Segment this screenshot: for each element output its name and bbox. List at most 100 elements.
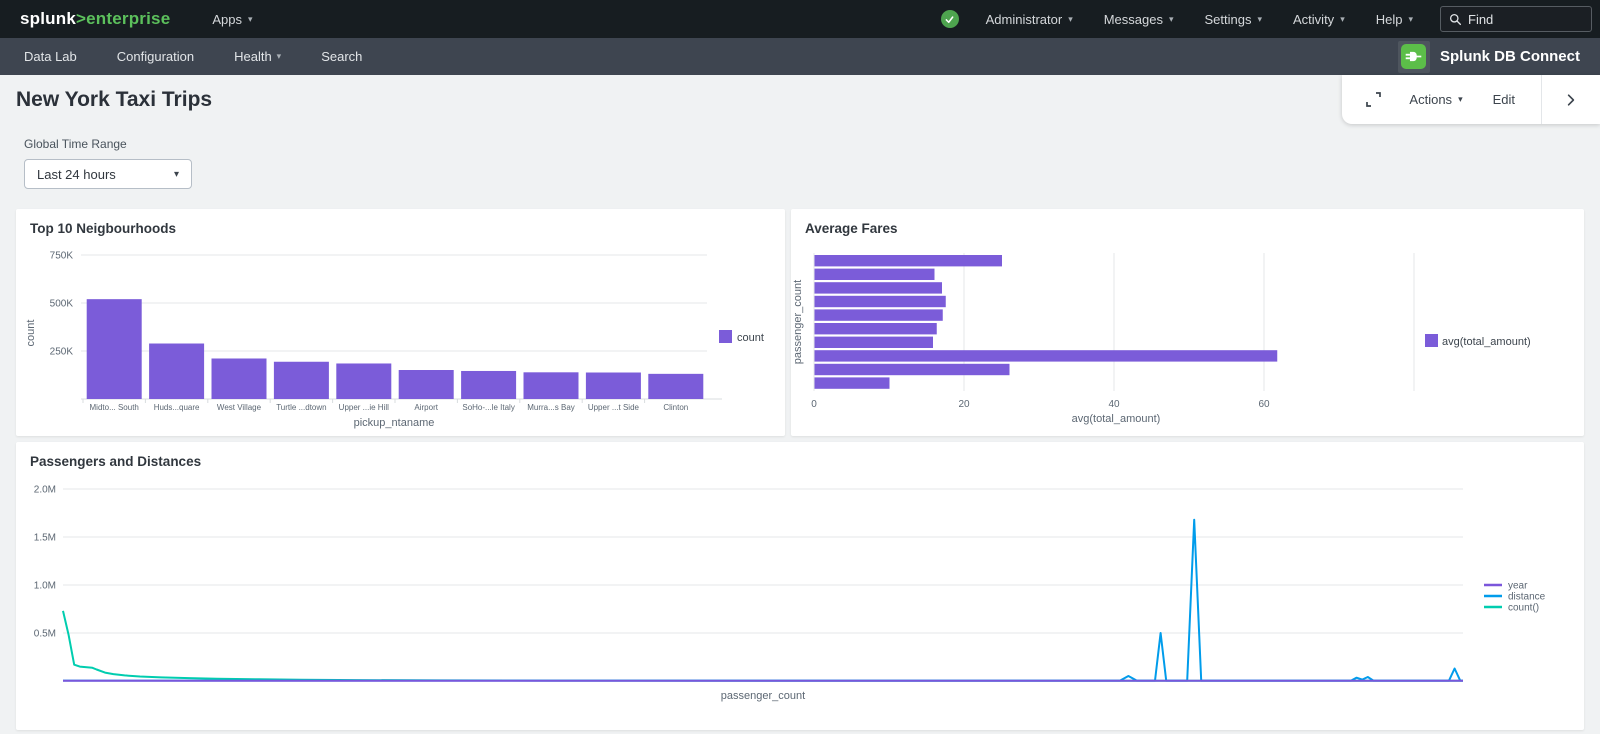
legend-swatch xyxy=(1425,334,1438,347)
x-tick-label: Upper ...t Side xyxy=(588,403,640,412)
menu-label: Activity xyxy=(1293,11,1335,27)
x-tick-label: West Village xyxy=(217,403,262,412)
average-fares-bar-chart: 0 20 40 60passenger_countavg(total_amount)a… xyxy=(792,253,1531,425)
time-range-label: Global Time Range xyxy=(24,137,127,151)
panel-average-fares: Average Fares 0 20 40 60 passenger_count avg(… xyxy=(791,209,1584,436)
topnav-menu-group: Administrator ▾ Messages ▾ Settings ▾ Activity… xyxy=(982,12,1417,27)
toolbar-divider xyxy=(1541,75,1542,124)
collapse-panel-button[interactable] xyxy=(1542,75,1600,124)
appnav-item-group: Data Lab Configuration Health ▾ Search xyxy=(24,49,402,64)
legend-label: avg(total_amount) xyxy=(1442,336,1531,348)
appnav-item-configuration[interactable]: Configuration xyxy=(117,49,194,64)
bar xyxy=(523,372,579,399)
health-status-check-icon[interactable] xyxy=(940,10,959,28)
actions-button[interactable]: Actions ▾ xyxy=(1409,92,1492,107)
x-tick-label: 0 xyxy=(811,399,817,410)
menu-label: Messages xyxy=(1103,11,1163,27)
logo-gt-text: > xyxy=(76,9,87,28)
top-nav-bar: splunk>enterprise Apps ▾ Administrator ▾ M… xyxy=(0,0,1600,38)
splunk-enterprise-logo[interactable]: splunk>enterprise xyxy=(20,9,170,29)
bar xyxy=(814,323,937,335)
bar xyxy=(814,295,946,308)
chevron-down-icon: ▾ xyxy=(1068,13,1073,24)
x-tick-label: Clinton xyxy=(663,403,688,412)
x-axis-label: avg(total_amount) xyxy=(1072,413,1161,425)
bar xyxy=(814,268,935,280)
find-input[interactable] xyxy=(1468,11,1578,27)
app-nav-bar: Data Lab Configuration Health ▾ Search Splun… xyxy=(0,38,1600,75)
time-range-value: Last 24 hours xyxy=(37,166,116,182)
bar xyxy=(461,370,517,399)
nav-item-label: Configuration xyxy=(116,49,195,64)
apps-menu-label: Apps xyxy=(212,11,242,27)
y-axis-label: count xyxy=(25,320,37,347)
topnav-menu-activity[interactable]: Activity ▾ xyxy=(1289,12,1349,27)
topnav-menu-administrator[interactable]: Administrator ▾ xyxy=(982,12,1077,27)
panel-top-neighbourhoods: Top 10 Neigbourhoods 250K 500K 750K Midto..… xyxy=(16,209,785,436)
app-title: Splunk DB Connect xyxy=(1439,48,1580,65)
bar xyxy=(814,309,943,321)
appnav-item-health[interactable]: Health ▾ xyxy=(234,49,281,64)
x-tick-label: Airport xyxy=(414,403,438,412)
bar xyxy=(211,358,267,399)
topnav-menu-messages[interactable]: Messages ▾ xyxy=(1100,12,1178,27)
bar xyxy=(398,370,454,399)
bar xyxy=(814,282,942,294)
edit-button[interactable]: Edit xyxy=(1493,92,1541,107)
page-title: New York Taxi Trips xyxy=(16,88,213,111)
y-axis-label: passenger_count xyxy=(792,280,804,364)
chart-title: Average Fares xyxy=(805,221,898,236)
search-icon xyxy=(1449,13,1462,25)
edit-button-label: Edit xyxy=(1492,92,1515,107)
nav-item-label: Health xyxy=(234,49,272,64)
line-series-count xyxy=(62,610,1463,682)
topnav-menu-help[interactable]: Help ▾ xyxy=(1372,12,1417,27)
logo-product-text: enterprise xyxy=(86,9,171,28)
topnav-menu-settings[interactable]: Settings ▾ xyxy=(1201,12,1267,27)
check-icon xyxy=(945,15,954,23)
fullscreen-button[interactable] xyxy=(1342,90,1409,109)
apps-menu[interactable]: Apps ▾ xyxy=(208,12,256,27)
chevron-down-icon: ▾ xyxy=(173,168,179,180)
time-range-dropdown[interactable]: Last 24 hours ▾ xyxy=(24,159,192,189)
appnav-item-data-lab[interactable]: Data Lab xyxy=(24,49,77,64)
find-search-box[interactable] xyxy=(1440,6,1592,32)
db-connect-app-icon-tile[interactable] xyxy=(1397,40,1430,73)
bar xyxy=(86,299,142,399)
y-tick-label: 2.0M xyxy=(34,485,56,496)
x-tick-label: 20 xyxy=(958,399,970,410)
bar xyxy=(814,350,1278,362)
x-tick-label: 40 xyxy=(1108,399,1120,410)
bar xyxy=(814,336,933,348)
x-tick-label: Huds...quare xyxy=(154,403,200,412)
x-tick-label: Turtle ...dtown xyxy=(276,403,326,412)
legend-swatch xyxy=(719,330,732,343)
dashboard-toolbar: Actions ▾ Edit xyxy=(1342,75,1600,124)
x-axis-label: passenger_count xyxy=(721,690,805,702)
chevron-down-icon: ▾ xyxy=(1340,13,1345,24)
bar xyxy=(814,377,890,389)
bar xyxy=(585,372,641,399)
chevron-right-icon xyxy=(1567,93,1575,106)
y-tick-label: 500K xyxy=(50,299,74,310)
chevron-down-icon: ▾ xyxy=(1168,13,1174,24)
top-neighbourhoods-bar-chart: 250K 500K 750K Midto... South Huds...quare We… xyxy=(25,251,764,430)
y-tick-label: 250K xyxy=(50,347,74,358)
y-tick-label: 1.5M xyxy=(34,533,56,544)
menu-label: Administrator xyxy=(985,11,1063,27)
bar xyxy=(149,343,205,399)
chart-title: Passengers and Distances xyxy=(30,454,202,469)
bar xyxy=(814,363,1010,376)
db-connect-plug-icon xyxy=(1401,44,1427,69)
chevron-down-icon: ▾ xyxy=(276,51,282,61)
bar xyxy=(648,373,704,399)
nav-item-label: Data Lab xyxy=(24,49,77,64)
x-tick-label: SoHo-...le Italy xyxy=(462,403,514,412)
legend-label: distance xyxy=(1508,592,1546,603)
chevron-down-icon: ▾ xyxy=(1458,94,1463,104)
x-axis-label: pickup_ntaname xyxy=(354,417,435,429)
appnav-item-search[interactable]: Search xyxy=(321,49,362,64)
chevron-down-icon: ▾ xyxy=(247,13,253,24)
chevron-down-icon: ▾ xyxy=(1408,13,1413,24)
x-tick-label: Murra...s Bay xyxy=(527,403,575,412)
